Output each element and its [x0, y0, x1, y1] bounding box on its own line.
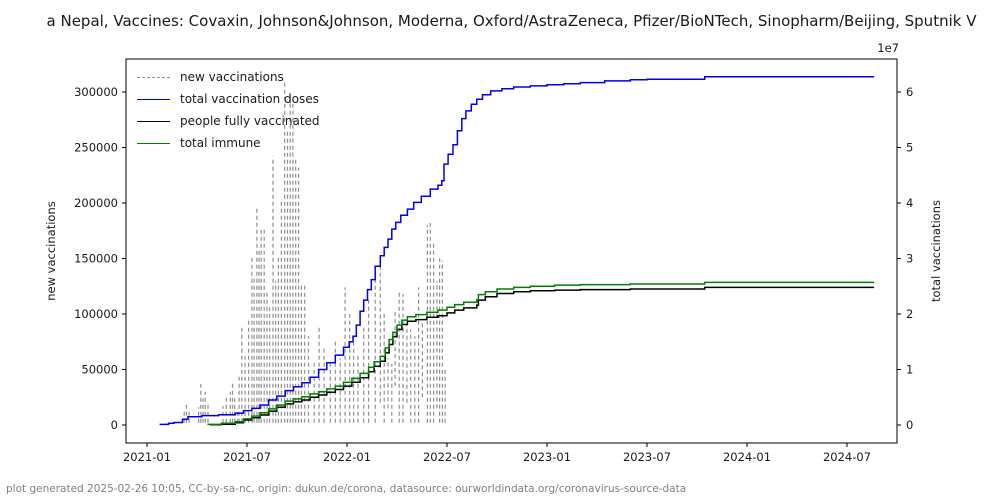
- series-line-people-fully-vaccinated: [210, 286, 875, 426]
- x-tick-label: 2021-01: [123, 450, 171, 464]
- legend-item-people-fully-vaccinated: people fully vaccinated: [137, 110, 320, 132]
- right-axis-offset-label: 1e7: [877, 41, 899, 55]
- y-tick-label-right: 6: [906, 85, 913, 99]
- axes-frame: [125, 58, 898, 444]
- y-tick-label-right: 1: [906, 363, 913, 377]
- x-tick-label: 2023-07: [623, 450, 671, 464]
- legend-label: total immune: [180, 136, 261, 150]
- x-tick-label: 2023-01: [523, 450, 571, 464]
- solid-line-sample-icon: [137, 142, 170, 144]
- legend-label: new vaccinations: [180, 70, 284, 84]
- legend-label: total vaccination doses: [180, 92, 319, 106]
- solid-line-sample-icon: [137, 120, 170, 122]
- x-tick-label: 2024-01: [723, 450, 771, 464]
- y-tick-label-left: 0: [111, 418, 118, 432]
- y-axis-label-left: new vaccinations: [44, 201, 58, 301]
- dashed-line-sample-icon: [137, 76, 170, 78]
- x-tick-label: 2021-07: [223, 450, 271, 464]
- y-tick-label-right: 4: [906, 196, 913, 210]
- y-tick-label-right: 3: [906, 252, 913, 266]
- y-tick-label-right: 5: [906, 141, 913, 155]
- solid-line-sample-icon: [137, 98, 170, 100]
- y-tick-label-left: 100000: [74, 307, 118, 321]
- x-tick-label: 2024-07: [823, 450, 871, 464]
- legend-item-total-vaccination-doses: total vaccination doses: [137, 88, 320, 110]
- y-tick-label-left: 250000: [74, 141, 118, 155]
- series-line-total-immune: [207, 281, 875, 426]
- y-tick-label-left: 200000: [74, 196, 118, 210]
- y-tick-label-left: 150000: [74, 252, 118, 266]
- legend: new vaccinations total vaccination doses…: [137, 66, 320, 154]
- legend-item-new-vaccinations: new vaccinations: [137, 66, 320, 88]
- x-tick-label: 2022-01: [323, 450, 371, 464]
- series-line-total-vaccination-doses: [159, 75, 875, 426]
- y-tick-label-right: 0: [906, 418, 913, 432]
- legend-label: people fully vaccinated: [180, 114, 320, 128]
- y-axis-label-right: total vaccinations: [929, 199, 943, 303]
- y-tick-label-left: 300000: [74, 85, 118, 99]
- legend-item-total-immune: total immune: [137, 132, 320, 154]
- chart-title: a Nepal, Vaccines: Covaxin, Johnson&John…: [46, 12, 977, 30]
- attribution-footer: plot generated 2025-02-26 10:05, CC-by-s…: [6, 483, 687, 495]
- x-tick-label: 2022-07: [423, 450, 471, 464]
- y-tick-label-left: 50000: [81, 363, 118, 377]
- y-tick-label-right: 2: [906, 307, 913, 321]
